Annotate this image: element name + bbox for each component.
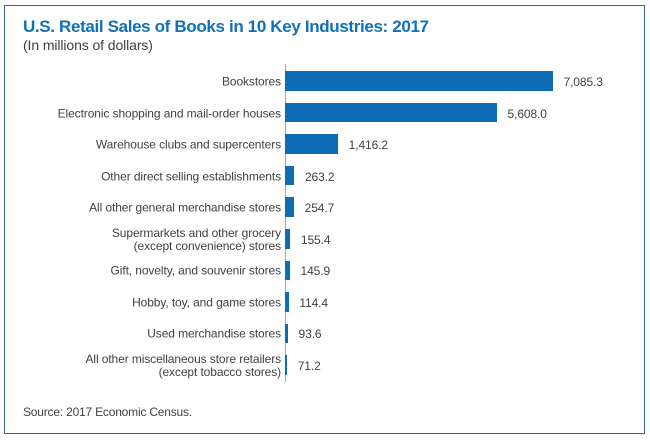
category-label: Other direct selling establishments: [101, 169, 281, 184]
category-label: Electronic shopping and mail-order house…: [57, 106, 281, 121]
category-label: Gift, novelty, and souvenir stores: [110, 263, 282, 278]
chart-title: U.S. Retail Sales of Books in 10 Key Ind…: [23, 17, 429, 36]
value-label: 254.7: [304, 201, 335, 216]
category-label: Supermarkets and other grocery (except c…: [111, 225, 281, 253]
bar: [284, 355, 288, 375]
category-label: Hobby, toy, and game stores: [132, 295, 281, 310]
value-label: 145.9: [300, 264, 331, 279]
value-label: 114.4: [299, 295, 328, 310]
category-label: Used merchandise stores: [147, 326, 281, 341]
category-label: All other general merchandise stores: [89, 200, 281, 215]
value-label: 155.4: [300, 232, 331, 247]
bar: [284, 323, 289, 344]
bar: [284, 71, 553, 91]
value-label: 5,608.0: [507, 106, 547, 121]
value-label: 1,416.2: [348, 138, 388, 153]
category-label: All other miscellaneous store retailers …: [85, 351, 281, 379]
y-axis-line: [284, 64, 286, 382]
chart-frame: U.S. Retail Sales of Books in 10 Key Ind…: [4, 5, 645, 434]
bar: [284, 260, 291, 281]
category-label: Warehouse clubs and supercenters: [95, 137, 281, 152]
bar: [284, 102, 498, 123]
value-label: 71.2: [297, 358, 321, 373]
bar: [284, 134, 339, 154]
bar: [284, 197, 295, 217]
bar: [284, 229, 291, 249]
source-note: Source: 2017 Economic Census.: [23, 405, 192, 419]
value-label: 7,085.3: [563, 75, 603, 89]
category-label: Bookstores: [221, 74, 281, 89]
bar: [284, 165, 295, 186]
bar: [284, 292, 289, 312]
value-label: 263.2: [304, 169, 335, 184]
value-label: 93.6: [298, 327, 322, 342]
chart-subtitle: (In millions of dollars): [23, 37, 153, 53]
